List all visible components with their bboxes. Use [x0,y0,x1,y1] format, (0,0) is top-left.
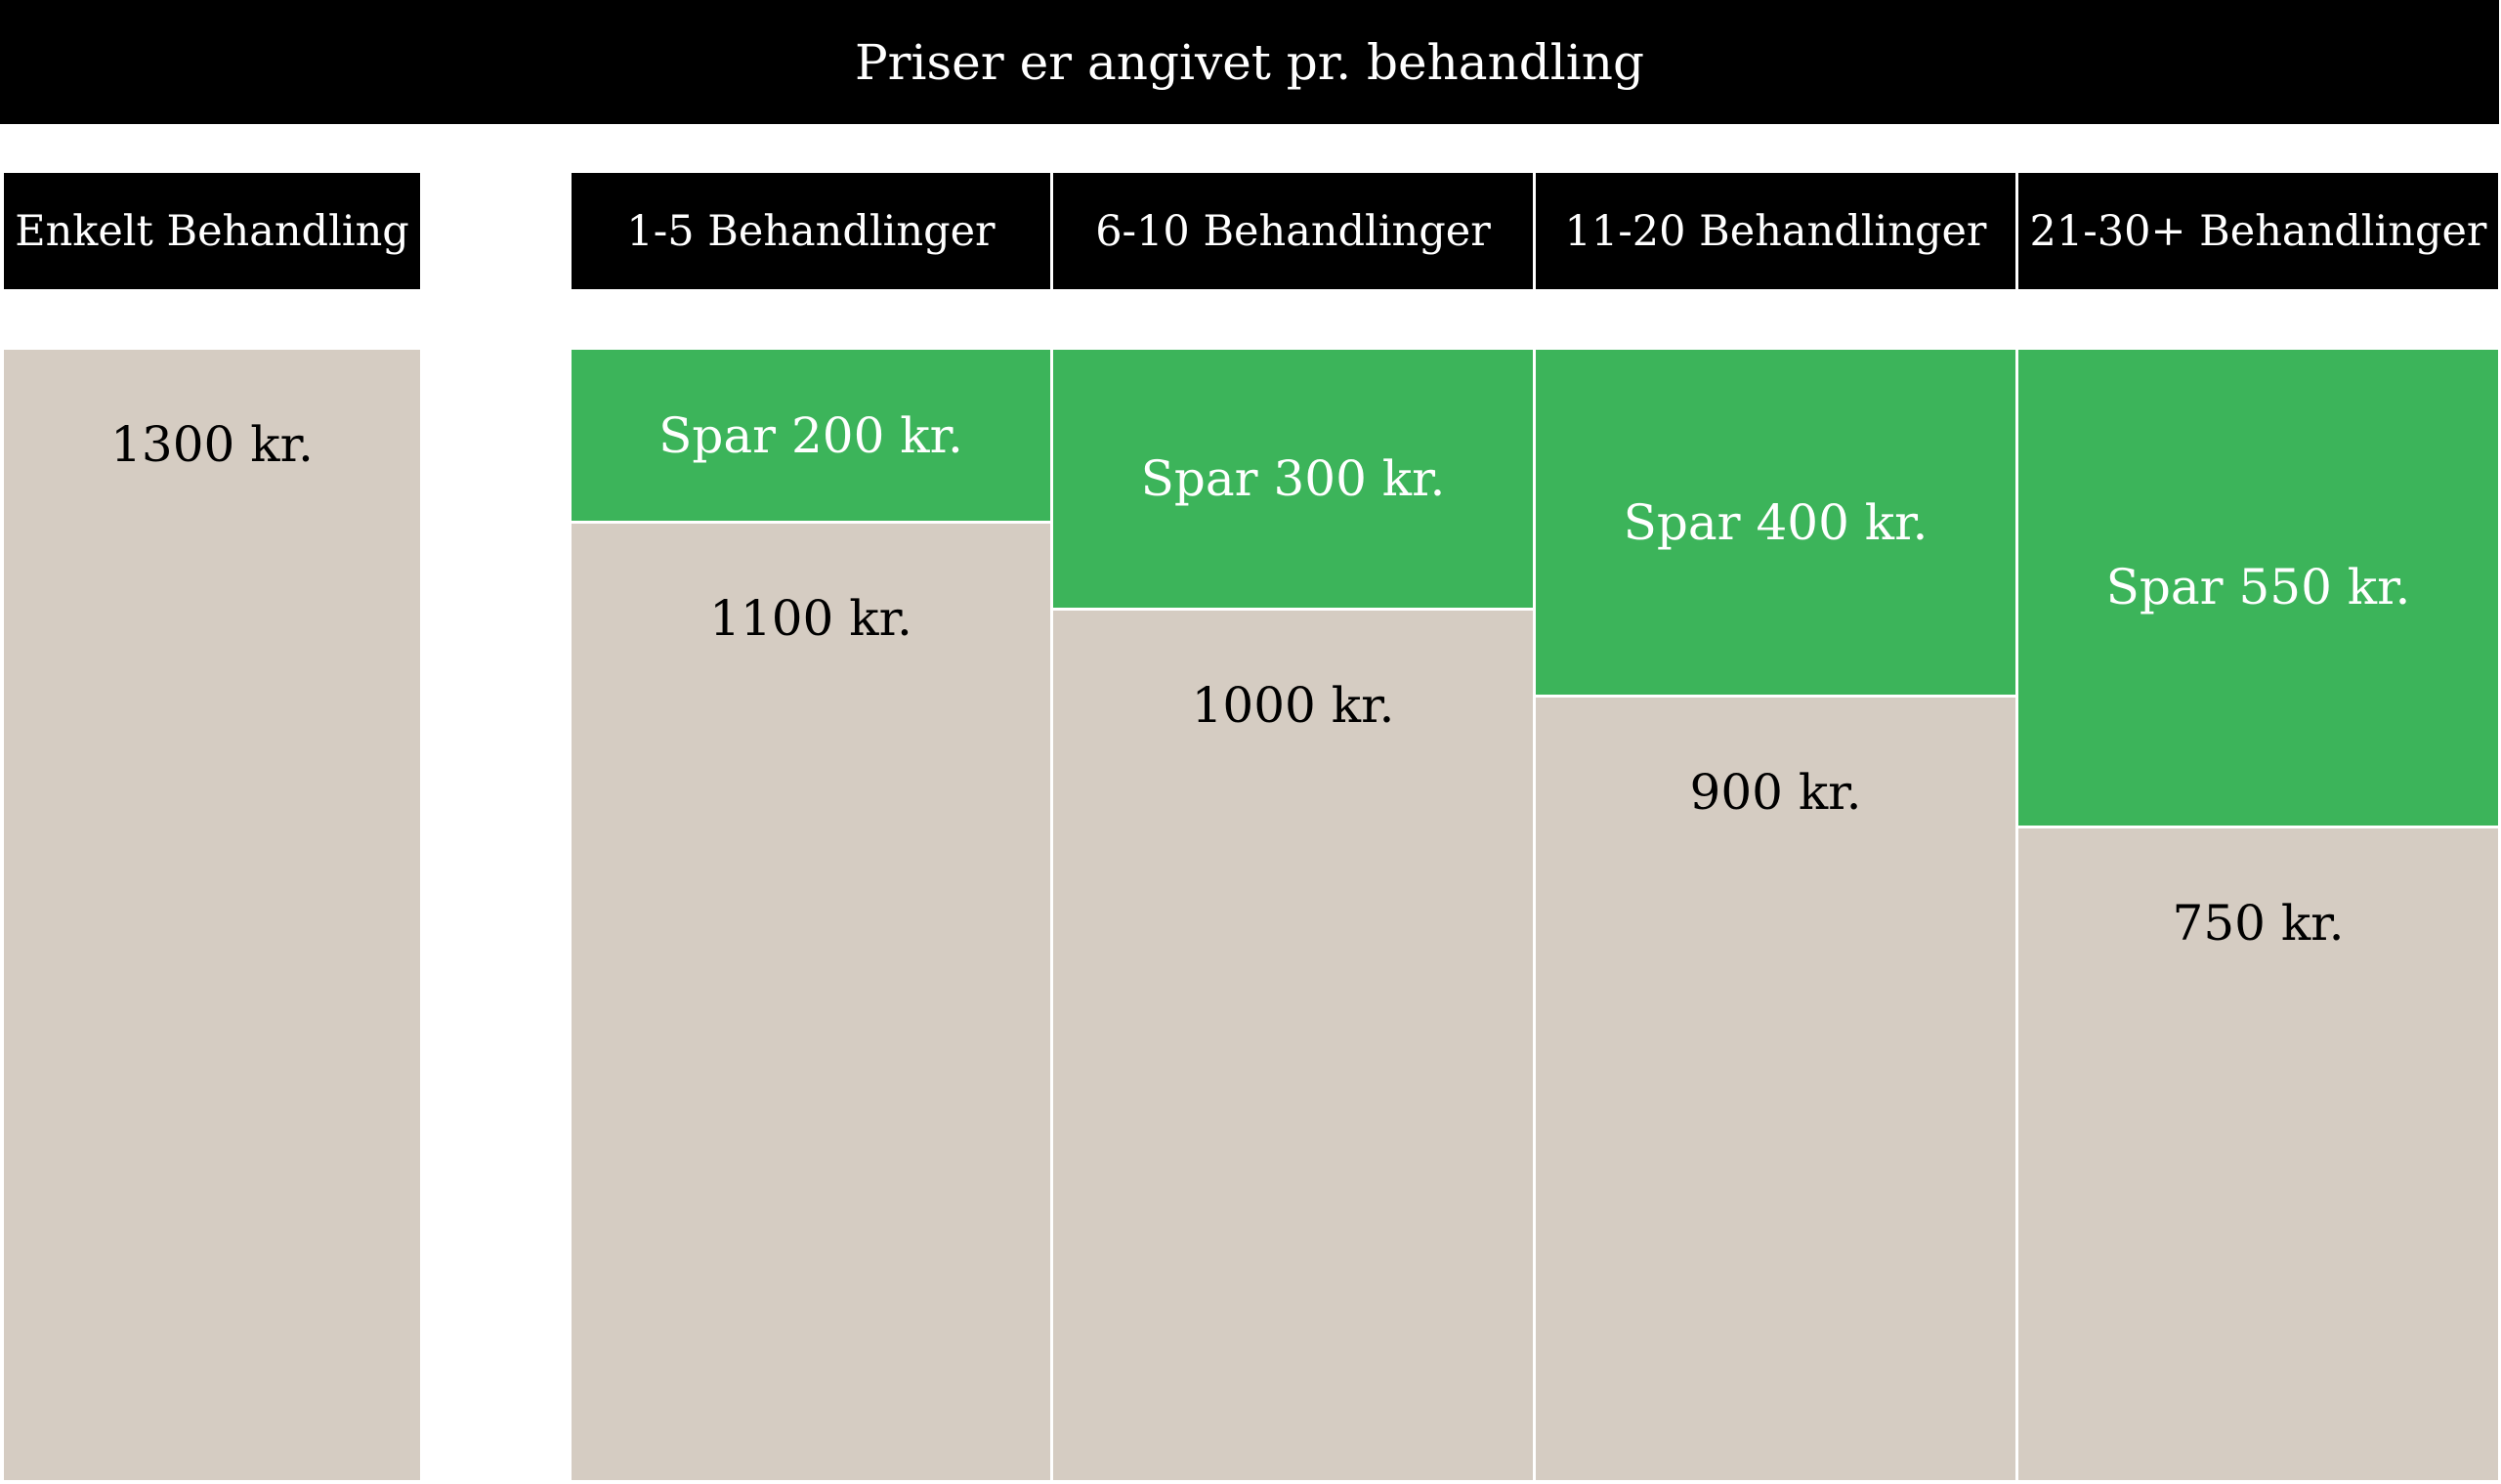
category-header-1: Enkelt Behandling [4,173,420,289]
savings-bar-5: Spar 550 kr. [2018,350,2498,828]
category-header-2: 1-5 Behandlinger [572,173,1050,289]
chart-title: Priser er angivet pr. behandling [0,0,2499,124]
savings-bar-2: Spar 200 kr. [572,350,1050,524]
price-label: 900 kr. [1689,764,1862,821]
price-bar-4: 900 kr. [1536,698,2015,1480]
price-label: 1100 kr. [709,590,912,647]
savings-label: Spar 300 kr. [1140,450,1446,507]
savings-label: Spar 200 kr. [658,406,963,464]
price-label: 750 kr. [2172,894,2345,952]
savings-bar-3: Spar 300 kr. [1053,350,1533,611]
price-bar-5: 750 kr. [2018,827,2498,1480]
category-header-3: 6-10 Behandlinger [1053,173,1533,289]
price-bar-3: 1000 kr. [1053,611,1533,1480]
savings-label: Spar 400 kr. [1623,493,1929,551]
savings-bar-4: Spar 400 kr. [1536,350,2015,698]
savings-label: Spar 550 kr. [2105,559,2411,616]
price-bar-1: 1300 kr. [4,350,420,1480]
category-header-4: 11-20 Behandlinger [1536,173,2015,289]
price-label: 1300 kr. [110,416,314,473]
price-label: 1000 kr. [1191,677,1395,734]
category-header-5: 21-30+ Behandlinger [2018,173,2498,289]
price-bar-2: 1100 kr. [572,524,1050,1480]
